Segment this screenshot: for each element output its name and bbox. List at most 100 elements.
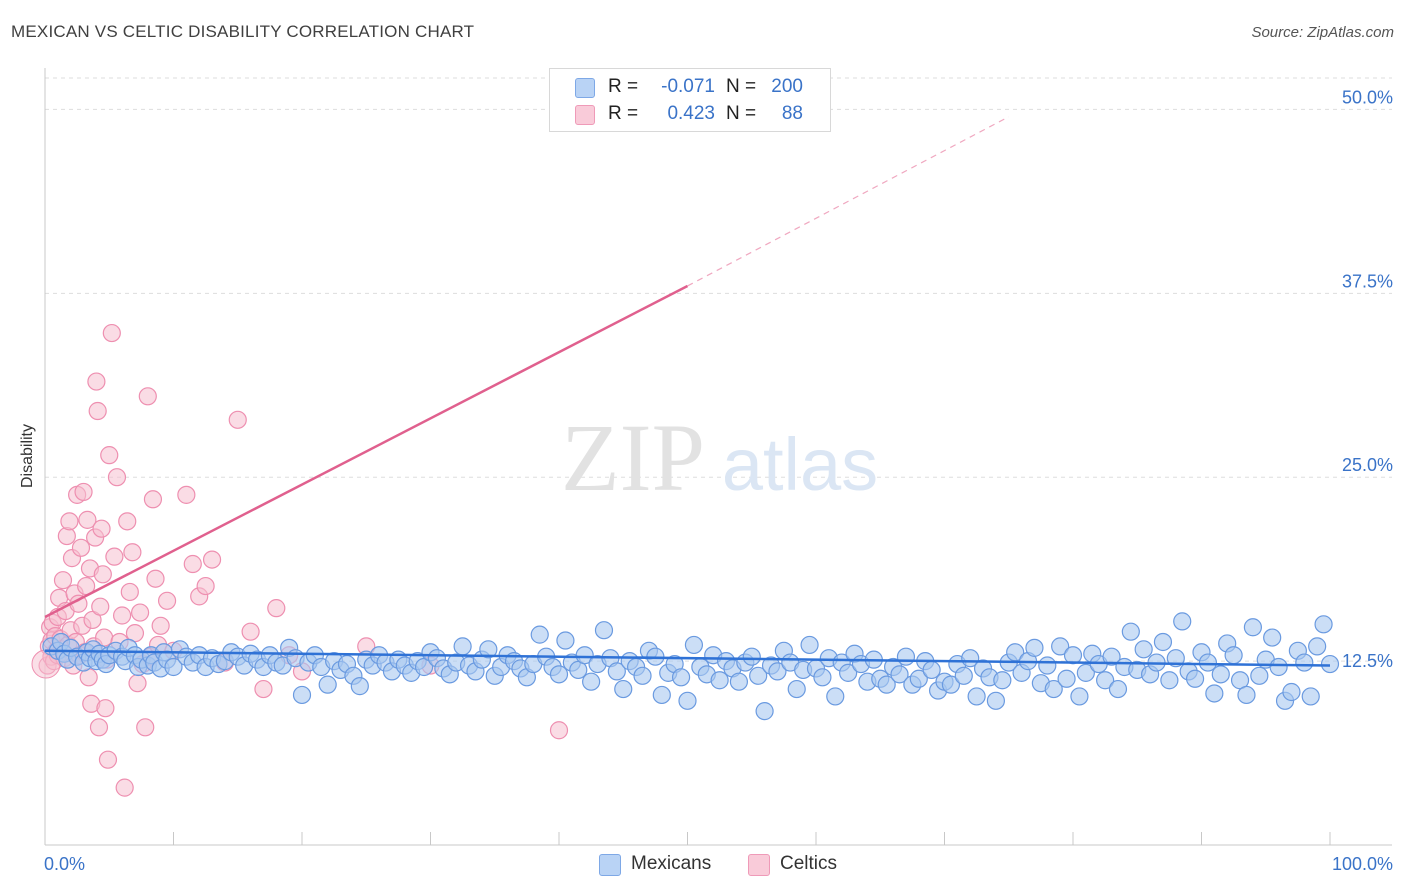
- celtics-point: [112, 606, 132, 625]
- mexicans-point: [575, 646, 594, 665]
- legend-r-label: R =: [608, 103, 639, 124]
- mexicans-point: [993, 671, 1012, 690]
- gridlines: [45, 77, 1392, 662]
- mexicans-point: [1211, 665, 1230, 684]
- legend-swatch-pink: [575, 105, 595, 125]
- mexicans-point: [1051, 637, 1070, 656]
- celtics-point: [157, 591, 177, 610]
- mexicans-point: [1044, 679, 1063, 699]
- mexicans-point: [1134, 640, 1153, 659]
- celtics-swatch: [748, 854, 770, 876]
- mexicans-point: [1025, 638, 1044, 657]
- mexicans-point: [671, 668, 691, 687]
- celtics-label: Celtics: [780, 853, 838, 874]
- celtics-point: [89, 718, 109, 737]
- celtics-point: [78, 510, 97, 529]
- mexicans-swatch: [599, 854, 621, 876]
- mexicans-point: [755, 702, 774, 721]
- legend-n-label: N =: [726, 103, 757, 124]
- mexicans-point: [826, 687, 845, 706]
- mexicans-point: [1320, 654, 1340, 674]
- celtics-point: [115, 778, 134, 797]
- celtics-point: [183, 554, 202, 574]
- celtics-point: [107, 468, 127, 487]
- celtics-point: [93, 565, 112, 584]
- mexicans-point: [1205, 684, 1224, 703]
- mexicans-point: [1263, 628, 1282, 647]
- celtics-point: [146, 569, 165, 588]
- mexicans-point: [1076, 663, 1095, 682]
- celtics-point: [96, 699, 115, 718]
- mexicans-point: [742, 647, 761, 666]
- mexicans-point: [1237, 685, 1256, 705]
- celtics-point: [151, 616, 170, 635]
- celtics-point: [254, 679, 273, 699]
- mexicans-point: [813, 668, 832, 687]
- celtics-point: [98, 750, 118, 769]
- celtics-point: [74, 482, 93, 502]
- mexicans-point: [768, 662, 787, 681]
- mexicans-point: [549, 665, 569, 684]
- celtics-point: [138, 387, 157, 406]
- celtics-point: [267, 599, 286, 618]
- mexicans-point: [954, 666, 973, 685]
- celtics-point: [143, 490, 163, 509]
- celtics-point: [196, 576, 215, 596]
- mexicans-point: [1173, 612, 1192, 631]
- mexicans-point: [350, 677, 369, 696]
- mexicans-point: [896, 647, 916, 666]
- x-tick-label-start: 0.0%: [44, 854, 85, 874]
- mexicans-point: [556, 631, 575, 650]
- y-tick-label: 12.5%: [1342, 651, 1393, 671]
- celtics-trend-extension: [687, 116, 1010, 287]
- celtics-point: [118, 512, 137, 531]
- legend-n-label: N =: [726, 76, 757, 97]
- mexicans-point: [530, 625, 549, 644]
- mexicans-point: [1153, 632, 1173, 652]
- tick-labels: 12.5% 25.0% 37.5% 50.0% 0.0% 100.0%: [44, 87, 1393, 874]
- mexicans-point: [582, 672, 601, 691]
- mexicans-point: [1269, 657, 1288, 677]
- mexicans-point: [1121, 622, 1140, 641]
- mexicans-point: [1295, 653, 1314, 672]
- mexicans-point: [1301, 687, 1320, 706]
- celtics-point: [71, 538, 91, 557]
- correlation-legend: R = -0.071 N = 200 R = 0.423 N = 88: [549, 68, 831, 132]
- mexicans-trend-line: [44, 649, 1331, 667]
- celtics-point: [91, 597, 110, 616]
- y-axis-label: Disability: [19, 423, 36, 489]
- celtics-point: [228, 410, 247, 429]
- mexicans-point: [1224, 646, 1243, 665]
- mexicans-point: [729, 672, 749, 691]
- y-tick-label: 25.0%: [1342, 455, 1393, 475]
- celtics-point: [549, 721, 569, 740]
- mexicans-point: [1063, 646, 1083, 665]
- celtics-point: [177, 485, 196, 504]
- mexicans-point: [1185, 669, 1205, 688]
- legend-r-value: 0.423: [667, 103, 715, 124]
- celtics-point: [128, 674, 147, 693]
- celtics-point: [53, 571, 73, 590]
- mexicans-point: [164, 657, 183, 677]
- legend-row-mexicans: R = -0.071 N = 200: [550, 73, 830, 101]
- y-tick-label: 37.5%: [1342, 271, 1393, 291]
- celtics-point: [136, 718, 155, 737]
- mexicans-point: [1308, 637, 1327, 656]
- celtics-point: [92, 519, 111, 538]
- legend-r-label: R =: [608, 76, 639, 97]
- mexicans-point: [710, 671, 729, 690]
- watermark: ZIP atlas: [561, 404, 878, 511]
- mexicans-point: [1038, 656, 1057, 675]
- mexicans-point: [633, 666, 652, 685]
- celtics-point: [105, 547, 124, 566]
- celtics-point: [123, 543, 142, 562]
- celtics-points: [31, 323, 569, 797]
- mexicans-point: [1096, 671, 1115, 690]
- mexicans-point: [1070, 687, 1089, 706]
- mexicans-point: [318, 675, 337, 694]
- legend-n-value: 200: [771, 76, 803, 97]
- watermark-zip: ZIP: [561, 404, 705, 511]
- chart-source: Source: ZipAtlas.com: [1251, 24, 1394, 41]
- mexicans-point: [877, 675, 896, 694]
- mexicans-point: [292, 685, 312, 705]
